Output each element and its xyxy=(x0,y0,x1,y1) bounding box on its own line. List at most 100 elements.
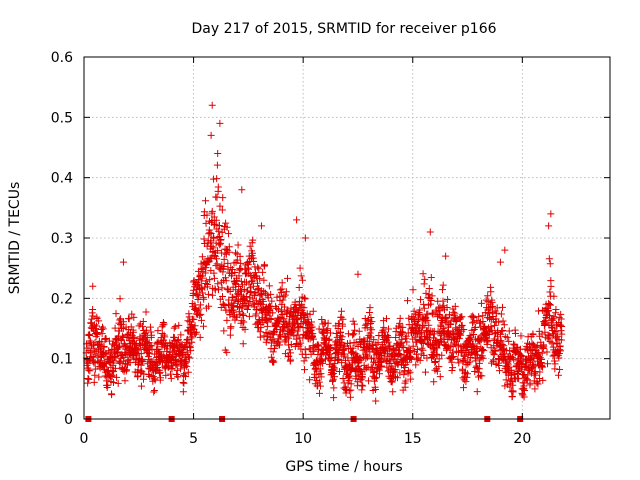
data-point xyxy=(540,342,548,350)
data-point xyxy=(407,375,415,383)
data-point xyxy=(111,353,119,361)
data-point xyxy=(524,371,532,379)
data-point xyxy=(159,318,167,326)
data-point xyxy=(500,321,508,329)
data-point xyxy=(236,311,244,319)
data-point xyxy=(202,197,210,205)
data-point xyxy=(200,295,208,303)
data-point xyxy=(458,321,466,329)
data-point xyxy=(448,367,456,375)
data-point xyxy=(231,269,239,277)
data-point xyxy=(554,332,562,340)
data-point xyxy=(546,301,554,309)
data-point xyxy=(171,323,179,331)
data-point xyxy=(211,220,219,228)
data-point xyxy=(529,362,537,370)
data-point xyxy=(436,341,444,349)
data-point xyxy=(177,331,185,339)
data-point xyxy=(349,317,357,325)
x-tick-label: 0 xyxy=(80,431,89,447)
data-point xyxy=(114,379,122,387)
data-point xyxy=(284,334,292,342)
data-point xyxy=(538,362,546,370)
data-point xyxy=(193,290,201,298)
data-point xyxy=(428,309,436,317)
data-point xyxy=(417,330,425,338)
data-point xyxy=(306,310,314,318)
data-point xyxy=(557,327,565,335)
x-tick-label: 5 xyxy=(189,431,198,447)
data-point xyxy=(84,375,92,383)
data-point xyxy=(346,393,354,401)
data-point xyxy=(269,309,277,317)
data-point xyxy=(214,183,222,191)
data-point xyxy=(231,279,239,287)
data-point xyxy=(285,352,293,360)
data-point xyxy=(449,364,457,372)
data-point xyxy=(212,216,220,224)
data-point xyxy=(261,262,269,270)
data-point xyxy=(306,376,314,384)
data-point xyxy=(267,315,275,323)
data-point xyxy=(326,343,334,351)
data-point xyxy=(428,352,436,360)
data-point xyxy=(300,366,308,374)
data-point xyxy=(498,303,506,311)
data-point xyxy=(472,363,480,371)
data-point xyxy=(117,315,125,323)
data-point xyxy=(338,359,346,367)
data-point xyxy=(209,244,217,252)
data-point xyxy=(216,202,224,210)
data-point xyxy=(455,359,463,367)
data-point xyxy=(430,378,438,386)
data-point xyxy=(180,379,188,387)
data-point xyxy=(550,292,558,300)
data-point xyxy=(204,290,212,298)
data-point xyxy=(130,313,138,321)
data-point xyxy=(398,335,406,343)
data-point xyxy=(195,281,203,289)
data-point xyxy=(392,334,400,342)
data-point xyxy=(475,373,483,381)
data-point xyxy=(468,319,476,327)
data-point xyxy=(434,311,442,319)
data-point xyxy=(301,295,309,303)
data-point xyxy=(200,235,208,243)
data-point xyxy=(427,274,435,282)
data-point xyxy=(120,318,128,326)
data-point xyxy=(359,382,367,390)
data-point xyxy=(420,300,428,308)
data-point xyxy=(440,340,448,348)
data-point xyxy=(334,356,342,364)
data-point xyxy=(223,348,231,356)
data-point xyxy=(393,374,401,382)
data-point xyxy=(315,325,323,333)
data-point xyxy=(135,322,143,330)
data-point xyxy=(502,376,510,384)
data-point xyxy=(466,358,474,366)
data-point xyxy=(233,256,241,264)
data-point xyxy=(460,325,468,333)
data-point xyxy=(318,316,326,324)
data-point xyxy=(188,338,196,346)
data-point xyxy=(179,388,187,396)
data-point xyxy=(111,324,119,332)
data-point xyxy=(137,382,145,390)
data-point xyxy=(100,343,108,351)
data-point xyxy=(129,338,137,346)
data-point xyxy=(300,304,308,312)
data-point xyxy=(344,373,352,381)
data-point xyxy=(386,343,394,351)
data-point xyxy=(511,330,519,338)
data-point xyxy=(459,357,467,365)
data-point xyxy=(190,315,198,323)
data-point xyxy=(473,388,481,396)
data-point xyxy=(496,337,504,345)
data-point xyxy=(491,347,499,355)
data-point xyxy=(443,303,451,311)
data-point xyxy=(202,264,210,272)
data-point xyxy=(498,341,506,349)
data-point xyxy=(301,346,309,354)
data-point xyxy=(505,327,513,335)
data-point xyxy=(111,364,119,372)
